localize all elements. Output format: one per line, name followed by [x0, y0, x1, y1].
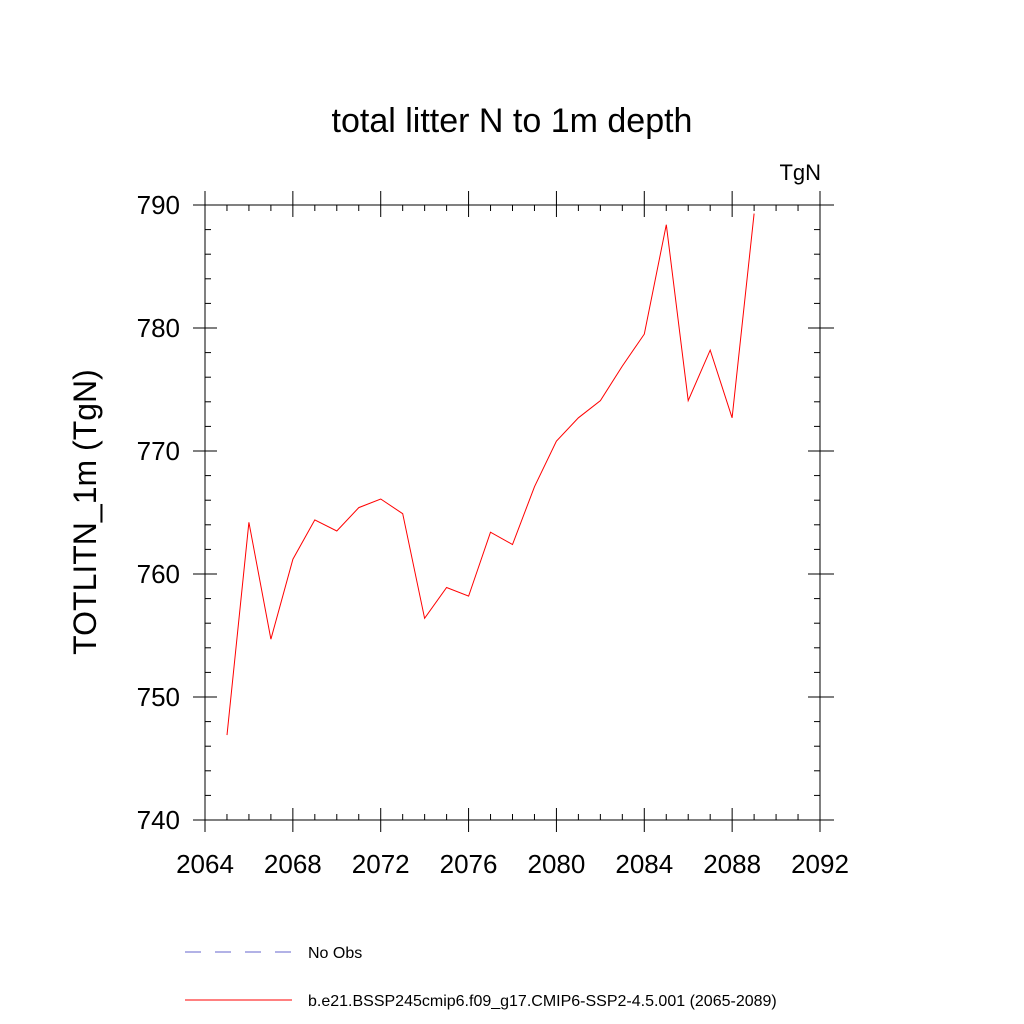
legend-label-no-obs: No Obs	[308, 945, 362, 962]
y-tick-label: 770	[137, 436, 180, 466]
y-tick-label: 780	[137, 313, 180, 343]
y-tick-label: 760	[137, 559, 180, 589]
x-tick-label: 2068	[264, 849, 322, 879]
series-line	[226, 213, 755, 736]
y-tick-label: 790	[137, 190, 180, 220]
x-tick-label: 2064	[176, 849, 234, 879]
chart-title: total litter N to 1m depth	[332, 102, 693, 140]
legend: No Obs b.e21.BSSP245cmip6.f09_g17.CMIP6-…	[185, 945, 777, 1010]
units-label: TgN	[779, 160, 821, 185]
x-tick-label: 2072	[352, 849, 410, 879]
axis-tick-labels: 2064 2068 2072 2076 2080 2084 2088 2092 740 750 76…	[137, 190, 849, 879]
series-group	[226, 213, 755, 736]
axis-ticks	[193, 191, 834, 832]
plot-border	[204, 204, 821, 821]
y-tick-label: 740	[137, 805, 180, 835]
y-tick-label: 750	[137, 682, 180, 712]
x-tick-label: 2080	[528, 849, 586, 879]
plot-area	[204, 204, 821, 821]
x-tick-label: 2092	[791, 849, 849, 879]
legend-label-run: b.e21.BSSP245cmip6.f09_g17.CMIP6-SSP2-4.…	[308, 993, 777, 1010]
x-tick-label: 2076	[440, 849, 498, 879]
y-axis-label: TOTLITN_1m (TgN)	[67, 369, 103, 655]
x-tick-label: 2088	[703, 849, 761, 879]
x-tick-label: 2084	[615, 849, 673, 879]
